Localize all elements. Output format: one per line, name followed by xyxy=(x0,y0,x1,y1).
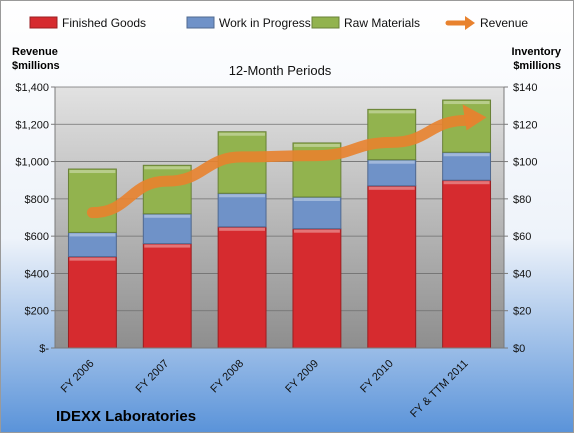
bar-highlight xyxy=(443,181,490,185)
bar-highlight xyxy=(368,160,415,164)
right-tick-label: $80 xyxy=(513,194,531,206)
legend-label: Raw Materials xyxy=(344,16,420,30)
bar-highlight xyxy=(443,153,490,157)
bar-highlight xyxy=(69,170,116,174)
bar-highlight xyxy=(69,233,116,237)
bar-finished-goods xyxy=(442,179,492,349)
bar-finished-goods xyxy=(142,243,192,349)
bar-work-in-progress xyxy=(217,192,267,228)
bar-highlight xyxy=(144,166,191,170)
bar-highlight xyxy=(219,227,266,231)
legend-swatch-raw-materials xyxy=(311,16,340,29)
revenue-line-group xyxy=(86,104,487,219)
bar-highlight xyxy=(293,197,340,201)
right-tick-label: $20 xyxy=(513,306,531,318)
right-tick-label: $100 xyxy=(513,157,537,169)
left-axis-label-line2: $millions xyxy=(12,60,60,72)
left-tick-label: $600 xyxy=(25,231,49,243)
legend-label: Work in Progress xyxy=(219,16,311,30)
left-tick-label: $1,000 xyxy=(15,157,49,169)
legend-swatch-work-in-progress xyxy=(186,16,215,29)
legend-arrow-head xyxy=(465,16,475,30)
revenue-arrowhead xyxy=(462,104,487,131)
chart-title: 12-Month Periods xyxy=(229,63,332,78)
bar-highlight xyxy=(443,101,490,105)
bar-highlight xyxy=(219,194,266,198)
bar-work-in-progress xyxy=(442,151,492,181)
bar-raw-materials xyxy=(67,168,117,233)
bar-raw-materials xyxy=(367,108,417,161)
bar-highlight xyxy=(219,132,266,136)
bar-highlight xyxy=(293,143,340,147)
legend: Finished Goods Work in Progress Raw Materi… xyxy=(29,16,528,30)
bar-highlight xyxy=(368,186,415,190)
legend-label: Finished Goods xyxy=(62,16,146,30)
left-tick-label: $1,400 xyxy=(15,82,49,94)
gridlines xyxy=(55,86,504,312)
legend-label: Revenue xyxy=(480,16,528,30)
bar-highlight xyxy=(69,257,116,261)
bar-work-in-progress xyxy=(367,159,417,187)
left-tick-label: $200 xyxy=(25,306,49,318)
right-tick-label: $120 xyxy=(513,119,537,131)
right-tick-label: $0 xyxy=(513,343,525,355)
bar-highlight xyxy=(293,229,340,233)
bar-finished-goods xyxy=(67,256,117,349)
left-tick-label: $800 xyxy=(25,194,49,206)
left-axis-label-line1: Revenue xyxy=(12,46,58,58)
right-tick-label: $140 xyxy=(513,82,537,94)
bar-highlight xyxy=(144,244,191,248)
bar-finished-goods xyxy=(292,228,342,349)
company-name: IDEXX Laboratories xyxy=(56,408,196,425)
left-tick-label: $- xyxy=(39,343,49,355)
legend-swatch-finished-goods xyxy=(29,16,58,29)
bar-work-in-progress xyxy=(292,196,342,230)
right-tick-label: $40 xyxy=(513,268,531,280)
bar-work-in-progress xyxy=(142,213,192,245)
left-tick-label: $400 xyxy=(25,268,49,280)
left-tick-label: $1,200 xyxy=(15,119,49,131)
revenue-line xyxy=(86,114,473,219)
bar-highlight xyxy=(368,110,415,114)
right-axis-label-line1: Inventory xyxy=(511,46,561,58)
right-axis-label-line2: $millions xyxy=(513,60,561,72)
bar-finished-goods xyxy=(367,185,417,349)
bar-finished-goods xyxy=(217,226,267,349)
bar-highlight xyxy=(144,214,191,218)
right-tick-label: $60 xyxy=(513,231,531,243)
